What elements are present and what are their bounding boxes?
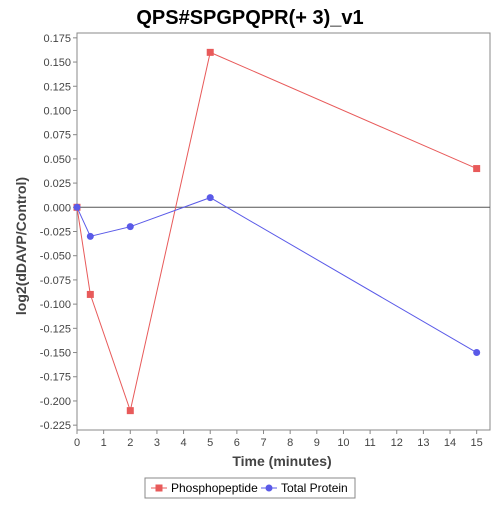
y-tick-label: -0.025 [40,227,71,239]
data-point-phosphopeptide [473,165,481,173]
y-tick-label: 0.175 [43,33,71,45]
chart-title: QPS#SPGPQPR(+ 3)_v1 [136,7,363,29]
x-tick-label: 2 [127,437,133,449]
x-tick-label: 5 [207,437,213,449]
y-tick-label: 0.025 [43,178,71,190]
y-tick-label: -0.075 [40,275,71,287]
legend-marker-total-protein [265,484,273,492]
x-tick-label: 12 [391,437,403,449]
y-tick-label: 0.000 [43,202,71,214]
x-tick-label: 6 [234,437,240,449]
x-tick-label: 3 [154,437,160,449]
x-tick-label: 11 [364,437,375,449]
y-tick-label: -0.100 [40,299,71,311]
y-tick-label: -0.175 [40,372,71,384]
y-tick-label: -0.050 [40,251,71,263]
x-tick-label: 15 [471,437,483,449]
x-axis-label: Time (minutes) [232,453,331,469]
data-point-phosphopeptide [206,48,214,56]
y-tick-label: 0.150 [43,57,71,69]
y-tick-label: -0.125 [40,323,71,335]
x-tick-label: 10 [337,437,349,449]
y-axis-label: log2(dDAVP/Control) [13,177,29,315]
data-point-phosphopeptide [126,407,134,415]
x-tick-label: 7 [260,437,266,449]
y-tick-label: 0.075 [43,130,71,142]
x-tick-label: 9 [314,437,320,449]
x-tick-label: 13 [417,437,429,449]
legend-marker-phosphopeptide [155,484,163,492]
data-point-total-protein [126,223,134,231]
data-point-total-protein [473,349,481,357]
x-tick-label: 0 [74,437,80,449]
x-tick-label: 1 [101,437,107,449]
x-tick-label: 14 [444,437,456,449]
x-tick-label: 4 [181,437,187,449]
legend-box [144,477,356,499]
data-point-total-protein [206,194,214,202]
plot-area: 0.175 0.150 0.125 0.100 0.075 0.050 0.025 0.000… [40,32,491,449]
plot-frame [76,32,491,431]
y-tick-label: 0.100 [43,105,71,117]
legend-label-phosphopeptide: Phosphopeptide [171,481,258,495]
y-tick-label: -0.200 [40,396,71,408]
data-point-total-protein [73,203,81,211]
legend: Phosphopeptide Total Protein [144,477,356,499]
data-point-total-protein [86,232,94,240]
x-tick-label: 8 [287,437,293,449]
y-tick-label: 0.125 [43,81,71,93]
y-tick-label: -0.150 [40,348,71,360]
data-point-phosphopeptide [86,290,94,298]
y-tick-label: -0.225 [40,420,71,432]
y-tick-label: 0.050 [43,154,71,166]
legend-label-total-protein: Total Protein [281,481,348,495]
